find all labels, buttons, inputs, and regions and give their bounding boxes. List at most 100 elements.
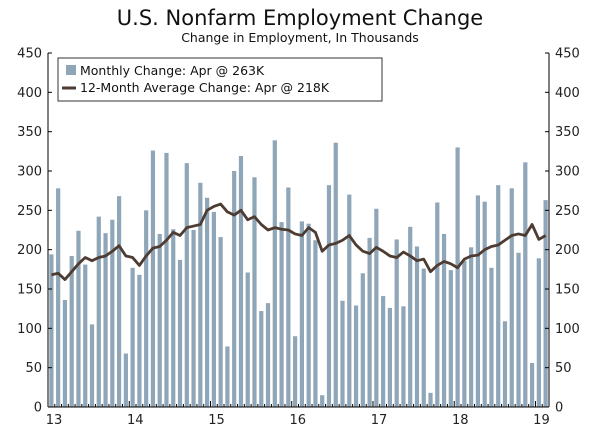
- bar: [49, 254, 54, 407]
- bar: [421, 268, 426, 407]
- bar: [347, 194, 352, 407]
- legend: Monthly Change: Apr @ 263K 12-Month Aver…: [57, 57, 383, 102]
- bar: [367, 237, 372, 407]
- bar: [76, 230, 81, 407]
- bar-series: [49, 140, 548, 408]
- y-tick-label-left: 50: [25, 361, 42, 376]
- bar: [211, 211, 216, 407]
- bar: [171, 229, 176, 407]
- bar: [123, 353, 128, 407]
- y-tick-label-right: 100: [555, 322, 580, 337]
- bar: [381, 296, 386, 407]
- bar: [455, 147, 460, 407]
- bar: [374, 208, 379, 407]
- bar: [184, 163, 189, 407]
- bar: [435, 202, 440, 407]
- x-tick-label: 13: [46, 413, 63, 428]
- y-tick-label-left: 150: [17, 283, 42, 298]
- bar: [320, 395, 325, 407]
- y-tick-label-left: 350: [17, 125, 42, 140]
- bar: [96, 216, 101, 407]
- bar: [313, 240, 318, 407]
- bar: [130, 267, 135, 407]
- bar: [116, 196, 122, 407]
- bar: [198, 182, 203, 407]
- bar: [150, 150, 156, 408]
- y-tick-label-left: 200: [17, 243, 42, 258]
- bar: [475, 195, 481, 407]
- x-tick-label: 14: [127, 413, 144, 428]
- y-tick-label-left: 250: [17, 204, 42, 219]
- y-tick-label-right: 450: [555, 47, 580, 62]
- bar: [306, 223, 311, 407]
- bar: [144, 210, 149, 407]
- bar: [509, 188, 514, 407]
- y-tick-label-left: 400: [17, 86, 42, 101]
- bar: [360, 273, 365, 407]
- y-tick-label-right: 150: [555, 283, 580, 298]
- x-tick-label: 19: [533, 413, 550, 428]
- bar: [110, 219, 115, 407]
- bar: [299, 221, 304, 407]
- y-tick-label-right: 350: [555, 125, 580, 140]
- bar: [401, 306, 406, 407]
- bar: [164, 152, 169, 407]
- legend-box: [57, 57, 383, 102]
- bar: [529, 362, 535, 407]
- y-tick-label-right: 200: [555, 243, 580, 258]
- legend-swatch-monthly: [66, 65, 76, 75]
- y-tick-label-left: 100: [17, 322, 42, 337]
- bar: [293, 336, 298, 407]
- bar: [482, 201, 487, 407]
- y-tick-label-left: 300: [17, 165, 42, 180]
- y-tick-label-right: 50: [555, 361, 572, 376]
- bar: [536, 258, 541, 407]
- x-tick-label: 17: [371, 413, 388, 428]
- bar: [414, 246, 420, 407]
- bar: [157, 233, 162, 407]
- bar: [523, 162, 528, 407]
- bar: [489, 267, 494, 407]
- bar: [265, 303, 271, 407]
- y-tick-label-right: 400: [555, 86, 580, 101]
- bar: [245, 272, 250, 407]
- bar: [238, 156, 244, 407]
- bar: [394, 239, 399, 407]
- bar: [502, 321, 508, 407]
- y-tick-label-right: 250: [555, 204, 580, 219]
- bar: [469, 247, 474, 407]
- bar: [387, 307, 392, 407]
- x-tick-label: 15: [208, 413, 225, 428]
- bar: [205, 197, 210, 407]
- bar: [340, 300, 345, 407]
- bar: [89, 324, 95, 407]
- bar: [259, 311, 264, 407]
- chart-title: U.S. Nonfarm Employment Change: [117, 6, 483, 30]
- bar: [408, 226, 413, 407]
- bar: [462, 260, 467, 407]
- x-tick-label: 16: [289, 413, 306, 428]
- y-tick-label-right: 0: [555, 401, 563, 416]
- bar: [272, 140, 277, 407]
- bar: [516, 252, 521, 407]
- bar: [103, 233, 108, 407]
- bar: [496, 185, 501, 407]
- bar: [191, 230, 196, 407]
- average-line: [51, 202, 547, 281]
- bar: [448, 270, 453, 407]
- bar: [286, 187, 291, 407]
- chart-subtitle: Change in Employment, In Thousands: [181, 30, 419, 45]
- bar: [441, 233, 447, 407]
- legend-label-monthly: Monthly Change: Apr @ 263K: [80, 63, 265, 78]
- legend-label-average: 12-Month Average Change: Apr @ 218K: [80, 80, 330, 95]
- bar: [177, 259, 183, 407]
- bar: [279, 222, 284, 407]
- bar: [62, 300, 68, 407]
- x-tick-label: 18: [452, 413, 469, 428]
- bar: [232, 171, 237, 407]
- bar: [218, 237, 223, 407]
- bar: [353, 305, 359, 407]
- bar: [252, 177, 257, 407]
